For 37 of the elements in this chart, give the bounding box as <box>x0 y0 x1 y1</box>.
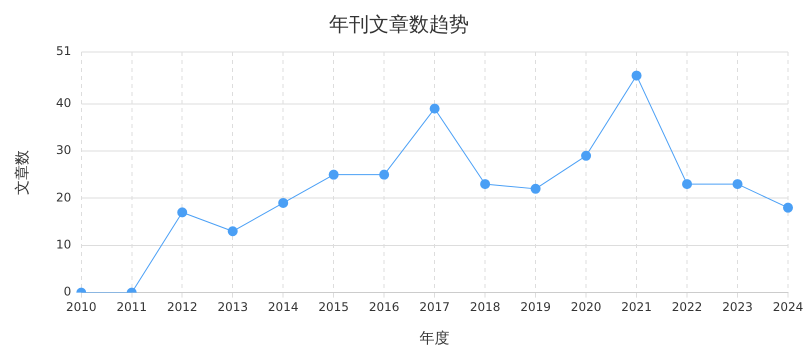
x-tick-label: 2024 <box>772 300 804 314</box>
point <box>228 226 238 236</box>
y-tick-label: 20 <box>56 190 72 204</box>
x-tick-label: 2015 <box>318 300 349 314</box>
x-tick-label: 2020 <box>570 300 602 314</box>
x-tick-label: 2010 <box>66 300 97 314</box>
chart-title: 年刊文章数趋势 <box>329 12 469 36</box>
x-tick-label: 2021 <box>621 300 652 314</box>
point <box>379 170 390 180</box>
point <box>177 207 188 218</box>
point <box>632 70 642 81</box>
y-tick-label: 0 <box>64 284 72 299</box>
x-tick-label: 2013 <box>217 300 248 314</box>
x-tick-label: 2018 <box>470 300 500 314</box>
y-tick-label: 10 <box>56 238 72 252</box>
x-tick-label: 2016 <box>368 300 400 314</box>
x-tick-label: 2012 <box>166 300 198 314</box>
point <box>732 179 743 190</box>
x-tick-label: 2014 <box>268 300 298 314</box>
point <box>682 179 692 190</box>
point <box>430 104 440 114</box>
x-tick-label: 2017 <box>419 300 450 314</box>
point <box>278 198 288 208</box>
point <box>783 202 793 213</box>
point <box>328 170 339 180</box>
y-tick-label: 30 <box>56 143 72 158</box>
x-axis-title: 年度 <box>420 328 450 347</box>
x-tick-label: 2019 <box>520 300 551 314</box>
x-tick-label: 2023 <box>722 300 753 314</box>
x-tick-label: 2011 <box>116 300 148 314</box>
y-tick-label: 40 <box>56 96 72 110</box>
y-tick-label: 51 <box>56 44 72 58</box>
x-tick-label: 2022 <box>672 300 702 314</box>
y-axis-title: 文章数 <box>12 150 31 195</box>
point <box>480 179 490 190</box>
point <box>581 150 592 161</box>
point <box>530 184 541 194</box>
